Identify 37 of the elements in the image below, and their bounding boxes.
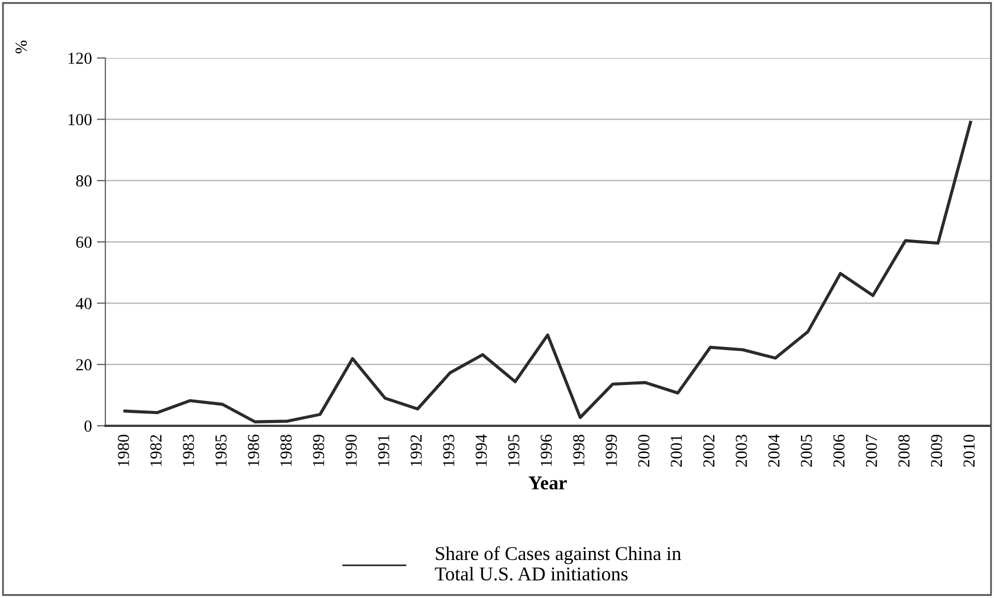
x-tick-label: 1980 [118, 434, 130, 466]
y-axis-title: % [16, 40, 27, 54]
x-tick-label: 1988 [280, 434, 292, 466]
x-tick-label: 1994 [476, 434, 487, 466]
x-tick-label: 2007 [866, 434, 878, 467]
x-tick-label: 2000 [638, 434, 650, 467]
legend-label: Share of Cases against China in Total U.S. AD initiations [434, 546, 682, 581]
x-tick-label: 2001 [670, 435, 682, 467]
x-tick-label: 1990 [345, 434, 357, 466]
x-tick-label: 1982 [150, 435, 162, 466]
x-tick-label: 1983 [182, 434, 194, 466]
x-tick-label: 2004 [768, 434, 780, 467]
y-tick-label: 0 [84, 420, 92, 432]
x-tick-label: 1991 [378, 435, 390, 466]
y-tick-label: 80 [76, 175, 92, 187]
y-tick-label: 120 [68, 52, 92, 64]
y-tick-label: 100 [68, 114, 92, 126]
x-tick-label: 1998 [573, 434, 584, 466]
x-tick-label: 1993 [443, 434, 454, 466]
y-tick-label: 20 [76, 359, 92, 370]
x-tick-label: 1995 [508, 434, 520, 466]
y-tick-label: 40 [76, 298, 92, 310]
y-tick-label: 60 [76, 236, 92, 248]
x-axis-title: Year [528, 476, 567, 490]
x-tick-label: 2006 [833, 434, 845, 467]
x-tick-label: 1989 [312, 434, 324, 466]
x-tick-label: 2003 [736, 434, 748, 467]
x-tick-label: 2010 [963, 434, 975, 467]
x-tick-label: 1999 [606, 434, 617, 466]
x-tick-label: 1992 [410, 435, 422, 466]
x-tick-label: 2002 [703, 435, 714, 467]
x-tick-label: 1986 [248, 434, 260, 466]
x-tick-label: 2008 [898, 434, 910, 467]
x-tick-label: 1985 [215, 434, 227, 466]
x-tick-label: 1996 [540, 434, 552, 466]
x-tick-label: 2009 [930, 434, 942, 467]
x-tick-label: 2005 [800, 434, 812, 467]
